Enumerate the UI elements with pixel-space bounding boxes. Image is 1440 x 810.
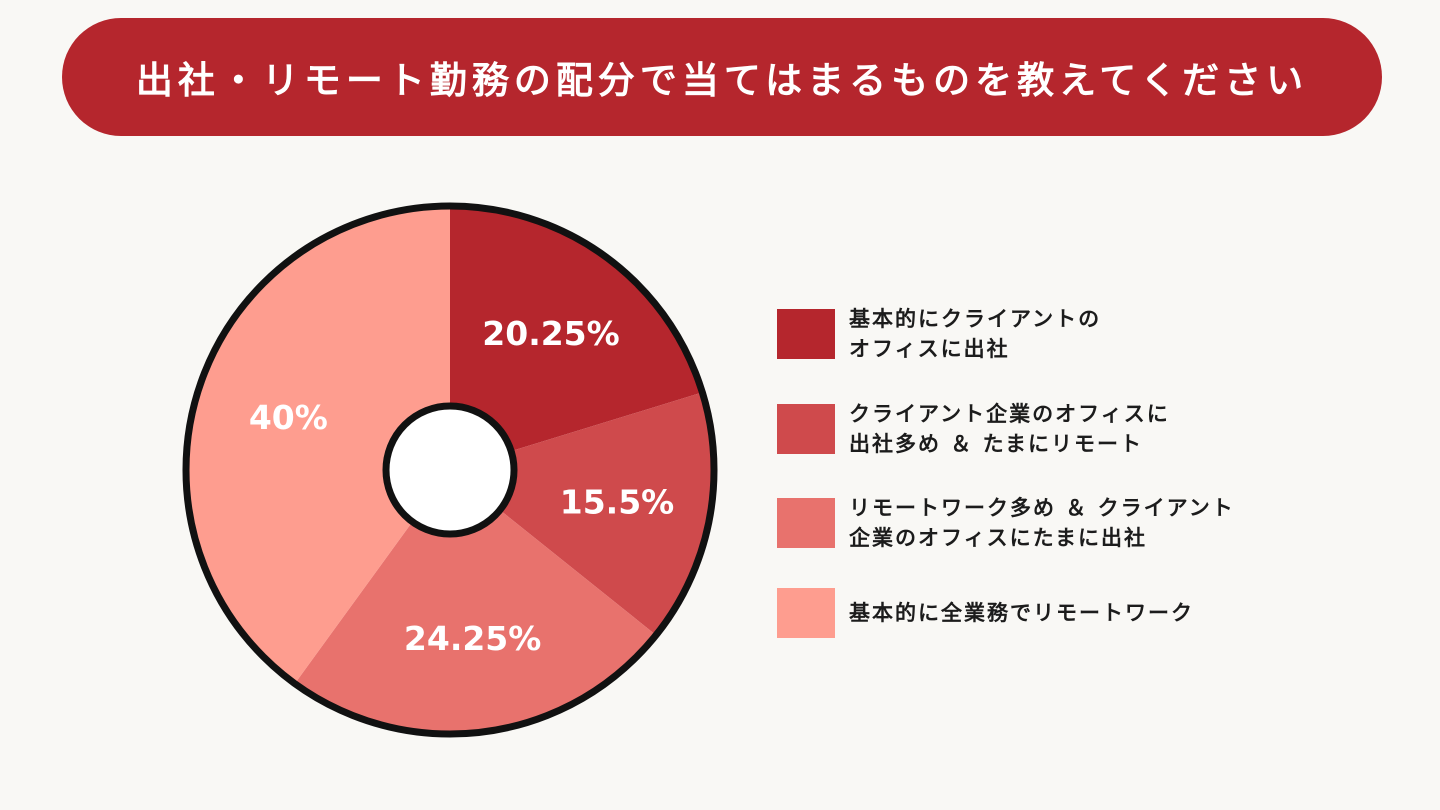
legend-item-3: リモートワーク多め ＆ クライアント 企業のオフィスにたまに出社: [777, 493, 1235, 553]
chart-title: 出社・リモート勤務の配分で当てはまるものを教えてください: [135, 59, 1309, 102]
legend-item-1: 基本的にクライアントの オフィスに出社: [777, 304, 1101, 364]
pie-slice-3: [294, 510, 657, 735]
title-banner: 出社・リモート勤務の配分で当てはまるものを教えてください: [62, 18, 1382, 136]
pie-slice-1: [450, 206, 703, 452]
legend-swatch-1: [777, 309, 835, 359]
legend-item-4: 基本的に全業務でリモートワーク: [777, 588, 1194, 638]
slice-value-label-4: 40%: [249, 398, 328, 437]
legend-swatch-4: [777, 588, 835, 638]
legend-swatch-3: [777, 498, 835, 548]
slice-value-label-1: 20.25%: [482, 314, 619, 353]
legend-label-4: 基本的に全業務でリモートワーク: [849, 601, 1194, 625]
pie-slice-4: [185, 206, 450, 684]
legend-label-2: クライアント企業のオフィスに 出社多め ＆ たまにリモート: [849, 402, 1170, 456]
legend-label-1: 基本的にクライアントの オフィスに出社: [849, 307, 1102, 361]
legend-item-2: クライアント企業のオフィスに 出社多め ＆ たまにリモート: [777, 399, 1170, 459]
legend-label-3: リモートワーク多め ＆ クライアント 企業のオフィスにたまに出社: [849, 496, 1235, 550]
pie-slice-2: [499, 392, 714, 636]
slice-value-label-2: 15.5%: [560, 482, 675, 521]
donut-hole: [382, 402, 518, 538]
legend-swatch-2: [777, 404, 835, 454]
pie-outline: [182, 202, 718, 738]
slice-value-label-3: 24.25%: [404, 619, 541, 658]
